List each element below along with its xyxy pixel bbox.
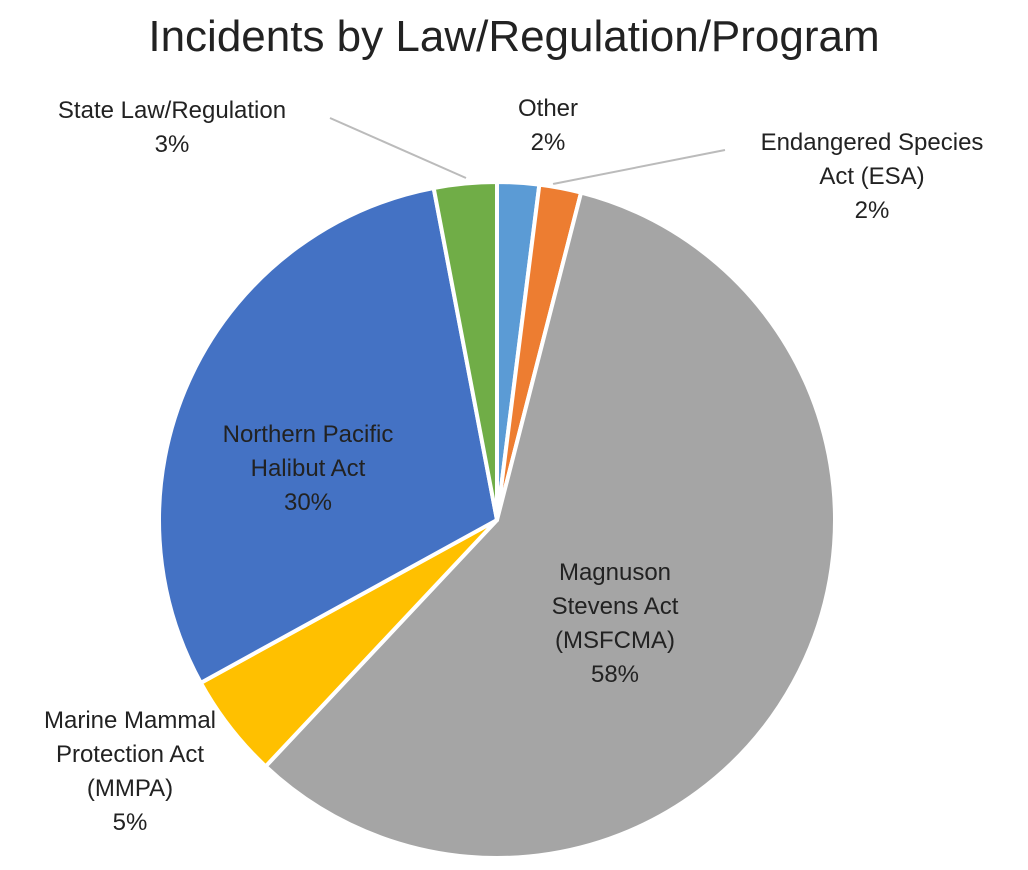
slice-label: Northern Pacific Halibut Act 30% — [203, 418, 413, 520]
slice-name: Marine Mammal Protection Act (MMPA) — [43, 707, 217, 802]
slice-label: State Law/Regulation 3% — [2, 94, 342, 162]
slice-name: Magnuson Stevens Act (MSFCMA) — [551, 559, 679, 654]
chart-title: Incidents by Law/Regulation/Program — [148, 12, 880, 61]
slice-name: Other — [517, 95, 579, 122]
pie-slice — [263, 190, 837, 860]
slice-name: Endangered Species Act (ESA) — [760, 129, 984, 190]
pie-slice — [431, 180, 499, 522]
slice-percent: 3% — [154, 131, 190, 158]
slice-label: Magnuson Stevens Act (MSFCMA) 58% — [530, 556, 700, 692]
slice-percent: 30% — [283, 489, 333, 516]
slice-name: Northern Pacific Halibut Act — [222, 421, 394, 482]
slice-percent: 58% — [590, 661, 640, 688]
pie-slice — [157, 185, 499, 685]
leader-line — [329, 117, 467, 179]
leader-line — [552, 149, 726, 185]
slice-percent: 5% — [112, 809, 148, 836]
slice-label: Endangered Species Act (ESA) 2% — [747, 126, 997, 228]
slice-name: State Law/Regulation — [57, 97, 287, 124]
slice-label: Other 2% — [483, 92, 613, 160]
slice-percent: 2% — [530, 129, 566, 156]
slice-label: Marine Mammal Protection Act (MMPA) 5% — [25, 704, 235, 840]
slice-percent: 2% — [854, 197, 890, 224]
